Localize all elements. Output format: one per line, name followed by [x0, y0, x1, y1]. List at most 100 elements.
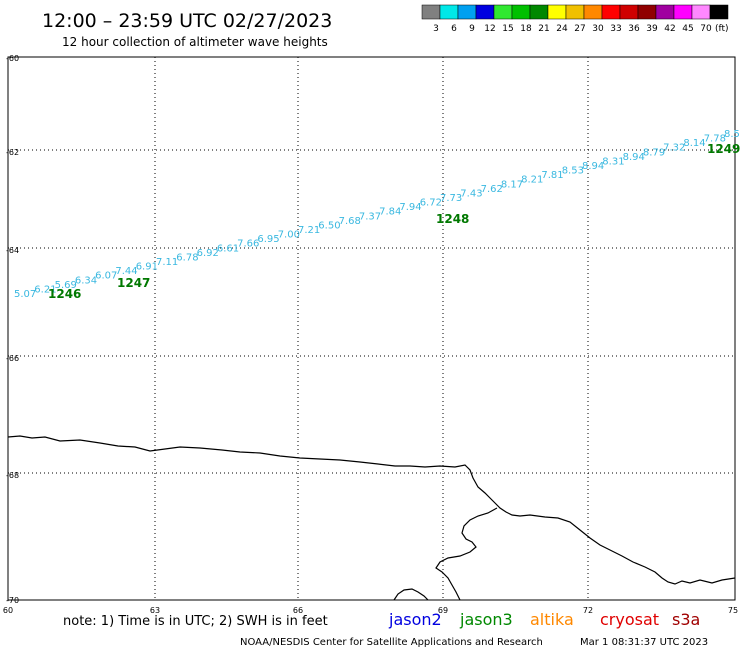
longitude-label: 69: [438, 606, 448, 615]
legend-swatch: [439, 4, 459, 20]
wave-height-label: 6.07: [95, 271, 117, 282]
legend-swatch: [619, 4, 639, 20]
legend-swatch: [583, 4, 603, 20]
legend-label: 27: [574, 24, 585, 34]
wave-height-label: 7.44: [115, 266, 137, 277]
legend-label: 24: [556, 24, 568, 34]
wave-height-label: 8.21: [521, 175, 543, 186]
wave-height-label: 7.94: [399, 202, 421, 213]
wave-height-label: 5.69: [55, 280, 77, 291]
footer-timestamp: Mar 1 08:31:37 UTC 2023: [580, 637, 708, 648]
legend-label: 70: [700, 24, 712, 34]
wave-height-label: 6.21: [34, 284, 56, 295]
legend-label: 36: [628, 24, 640, 34]
island-coastline: [393, 588, 429, 601]
map-subtitle: 12 hour collection of altimeter wave hei…: [62, 35, 328, 49]
legend-label: 33: [610, 24, 621, 34]
wave-height-label: 7.68: [339, 216, 361, 227]
legend-label: 42: [664, 24, 675, 34]
wave-height-legend: 3 6 9 12 15 18 21 24 27 30 33 36 39 42 45 70: [421, 4, 729, 34]
wave-height-label: 8.53: [562, 166, 584, 177]
wave-height-label: 7.81: [541, 170, 563, 181]
legend-label: 6: [451, 24, 457, 34]
latitude-label: -68: [6, 471, 19, 480]
wave-height-label: 6.92: [197, 248, 219, 259]
legend-label: 18: [520, 24, 532, 34]
wave-height-label: 6.78: [176, 252, 198, 263]
wave-height-label: 8.31: [602, 156, 624, 167]
legend-label: 21: [538, 24, 549, 34]
wave-height-label: 6.50: [318, 220, 340, 231]
satellite-name: altika: [530, 610, 574, 629]
wave-height-label: 8.17: [501, 179, 523, 190]
map-frame: [7, 56, 736, 601]
wave-height-label: 6.91: [136, 262, 158, 273]
legend-label: 9: [469, 24, 475, 34]
legend-label: 15: [502, 24, 513, 34]
inlet-coastline: [435, 507, 498, 601]
legend-swatch: [709, 4, 729, 20]
legend-swatch: [493, 4, 513, 20]
longitude-labels: 60 63 66 69 72 75: [3, 606, 738, 615]
wave-height-label: 7.00: [278, 230, 300, 241]
legend-unit: (ft): [715, 24, 729, 34]
wave-height-label: 7.84: [379, 207, 401, 218]
legend-swatch: [691, 4, 711, 20]
wave-height-label: 7.73: [440, 193, 462, 204]
longitude-label: 60: [3, 606, 13, 615]
wave-height-label: 7.11: [156, 257, 178, 268]
legend-swatch: [673, 4, 693, 20]
legend-swatch: [547, 4, 567, 20]
legend-label: 12: [484, 24, 495, 34]
time-label: 1249: [707, 142, 740, 156]
satellite-name: cryosat: [600, 610, 659, 629]
wave-height-label: 6.72: [420, 198, 442, 209]
legend-label: 39: [646, 24, 658, 34]
satellite-track: 5.076.215.696.346.077.446.917.116.786.92…: [14, 129, 740, 301]
legend-swatch: [457, 4, 477, 20]
longitude-label: 72: [583, 606, 593, 615]
footer-credit: NOAA/NESDIS Center for Satellite Applica…: [240, 637, 543, 648]
satellite-legend: jason2 jason3 altika cryosat s3a: [388, 610, 700, 629]
legend-swatch: [565, 4, 585, 20]
footer-note: note: 1) Time is in UTC; 2) SWH is in fe…: [63, 614, 328, 629]
time-label: 1247: [117, 276, 150, 290]
longitude-label: 75: [728, 606, 738, 615]
longitude-label: 66: [293, 606, 303, 615]
wave-height-label: 6.61: [217, 243, 239, 254]
latitude-label: -66: [6, 354, 19, 363]
satellite-name: jason2: [388, 610, 442, 629]
wave-height-label: 8.5: [724, 129, 740, 140]
wave-height-label: 8.79: [643, 147, 665, 158]
latitude-label: -60: [6, 54, 19, 63]
wave-height-label: 8.14: [683, 138, 705, 149]
wave-height-label: 7.37: [359, 211, 381, 222]
map-title: 12:00 – 23:59 UTC 02/27/2023: [42, 10, 332, 32]
wave-height-label: 7.21: [298, 225, 320, 236]
wave-height-label: 8.94: [623, 152, 645, 163]
wave-height-label: 5.07: [14, 289, 36, 300]
latitude-label: -62: [6, 148, 19, 157]
wave-height-label: 7.43: [460, 188, 482, 199]
legend-swatch: [529, 4, 549, 20]
legend-swatch: [601, 4, 621, 20]
legend-swatch: [637, 4, 657, 20]
wave-height-label: 7.62: [481, 184, 503, 195]
graticule: [8, 57, 735, 600]
latitude-label: -70: [6, 596, 19, 605]
longitude-label: 63: [150, 606, 160, 615]
time-label: 1246: [48, 287, 81, 301]
wave-height-label: 6.34: [75, 275, 97, 286]
legend-label: 45: [682, 24, 693, 34]
satellite-name: s3a: [672, 610, 700, 629]
wave-height-label: 7.78: [704, 134, 726, 145]
wave-height-label: 7.32: [663, 143, 685, 154]
wave-height-label: 7.66: [237, 239, 259, 250]
legend-swatch: [511, 4, 531, 20]
legend-label: 3: [433, 24, 439, 34]
antarctic-coastline: [7, 435, 736, 585]
legend-swatch: [421, 4, 441, 20]
wave-height-label: 8.94: [582, 161, 604, 172]
wave-height-label: 6.95: [257, 234, 279, 245]
